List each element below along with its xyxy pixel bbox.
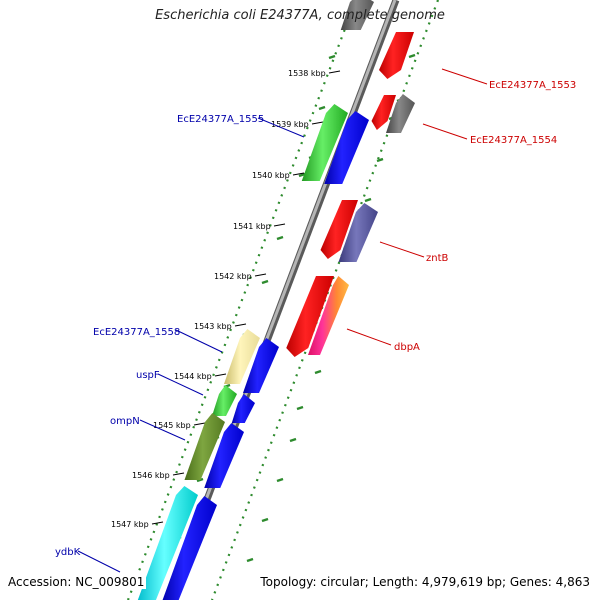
gene-zntb-arrow	[338, 203, 378, 262]
gene-uspf-arrow	[212, 385, 237, 416]
kbp-tick-label: 1539 kbp	[271, 120, 309, 129]
ring-tick-mark	[289, 437, 297, 443]
gene-ece24377a-1553-arrow	[379, 32, 414, 79]
ring-tick-mark	[276, 477, 284, 483]
gene-leader-line	[346, 328, 392, 346]
gene-top-grey-arrow	[340, 0, 374, 30]
gene-leader-line	[379, 241, 425, 258]
gene-blue-arrow	[324, 111, 369, 184]
ring-tick-mark	[298, 172, 306, 178]
gene-ece24377a-1558-arrow	[224, 329, 260, 384]
gene-label-uspf: uspF	[136, 370, 160, 381]
kbp-tick-label: 1540 kbp	[252, 171, 290, 180]
gene-label-dbpa: dbpA	[394, 342, 420, 353]
gene-ydbk-arrow	[137, 486, 198, 600]
kbp-tick-label: 1547 kbp	[111, 520, 149, 529]
ring-tick-mark	[314, 369, 322, 375]
gene-leader-line	[257, 117, 305, 138]
gene-leader-line	[139, 419, 186, 441]
kbp-tick-label: 1542 kbp	[214, 272, 252, 281]
ring-tick-mark	[318, 105, 326, 111]
gene-blue-arrow	[243, 338, 279, 393]
gene-leader-line	[422, 123, 468, 140]
gene-label-ompn: ompN	[110, 416, 140, 427]
ring-tick-mark	[328, 54, 336, 60]
ring-tick-mark	[364, 197, 372, 203]
gene-red-small-arrow	[371, 95, 396, 130]
gene-ece24377a-1555-arrow	[301, 104, 348, 181]
kbp-tick-label: 1545 kbp	[153, 421, 191, 430]
ring-tick-mark	[261, 279, 269, 285]
gene-label-ydbk: ydbK	[55, 547, 81, 558]
ring-tick-mark	[408, 53, 416, 59]
ring-tick-mark	[246, 557, 254, 563]
gene-blue-arrow	[204, 423, 244, 488]
topology-label: Topology: circular; Length: 4,979,619 bp…	[258, 575, 592, 589]
genome-title: Escherichia coli E24377A, complete genom…	[155, 8, 445, 23]
inner-dotted-ring	[126, 0, 358, 600]
accession-label: Accession: NC_009801	[6, 575, 147, 589]
gene-red-arrow	[320, 200, 358, 259]
gene-label-ece24377a-1555: EcE24377A_1555	[177, 114, 264, 125]
kbp-tick-label: 1546 kbp	[132, 471, 170, 480]
gene-red-large-arrow	[286, 276, 334, 357]
kbp-tick-mark	[311, 121, 324, 125]
gene-blue-arrow	[162, 496, 217, 600]
gene-leader-line	[175, 329, 223, 353]
kbp-tick-mark	[172, 472, 185, 476]
kbp-tick-mark	[328, 70, 341, 74]
kbp-tick-mark	[214, 373, 227, 377]
kbp-tick-mark	[193, 422, 206, 426]
gene-label-zntb: zntB	[426, 253, 449, 264]
ring-tick-mark	[296, 405, 304, 411]
kbp-tick-mark	[234, 323, 247, 327]
gene-dbpa-arrow	[308, 276, 349, 355]
kbp-tick-label: 1538 kbp	[288, 69, 326, 78]
gene-blue-arrow	[231, 394, 255, 423]
ring-tick-mark	[261, 517, 269, 523]
ring-tick-mark	[276, 235, 284, 241]
gene-label-ece24377a-1553: EcE24377A_1553	[489, 80, 576, 91]
kbp-tick-mark	[151, 521, 164, 525]
kbp-tick-mark	[273, 223, 286, 227]
kbp-tick-mark	[292, 172, 305, 176]
kbp-tick-mark	[254, 273, 267, 277]
gene-leader-line	[441, 68, 488, 85]
gene-label-ece24377a-1554: EcE24377A_1554	[470, 135, 557, 146]
gene-label-ece24377a-1558: EcE24377A_1558	[93, 327, 180, 338]
gene-ompn-arrow	[184, 413, 225, 480]
kbp-tick-label: 1541 kbp	[233, 222, 271, 231]
gene-leader-line	[77, 550, 121, 573]
kbp-tick-label: 1543 kbp	[194, 322, 232, 331]
ring-tick-mark	[376, 157, 384, 163]
gene-ece24377a-1554-arrow	[386, 94, 415, 133]
gene-leader-line	[157, 373, 204, 396]
kbp-tick-label: 1544 kbp	[174, 372, 212, 381]
